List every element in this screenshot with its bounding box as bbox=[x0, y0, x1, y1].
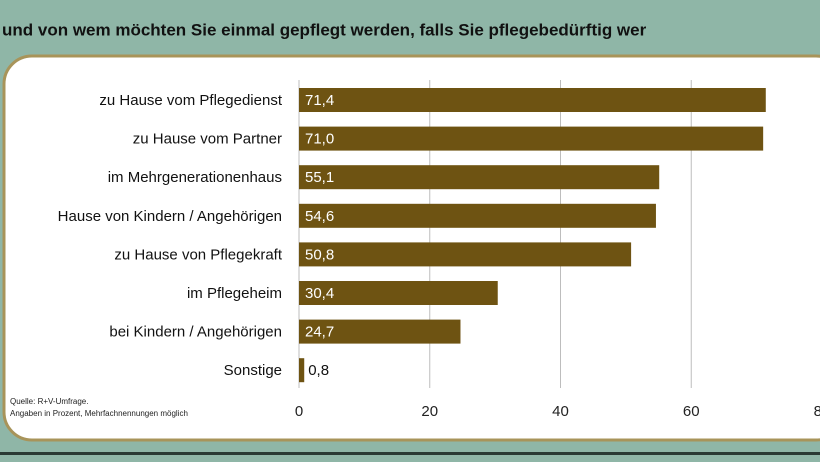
value-label: 71,0 bbox=[305, 131, 334, 148]
x-tick-label: 20 bbox=[421, 403, 438, 420]
y-tick-label: im Mehrgenerationenhaus bbox=[108, 169, 282, 186]
y-tick-label: bei Kindern / Angehörigen bbox=[109, 324, 282, 341]
bar bbox=[299, 242, 632, 267]
y-tick-label: Sonstige bbox=[224, 362, 282, 379]
value-label: 71,4 bbox=[305, 92, 334, 109]
bar bbox=[299, 203, 656, 228]
value-label: 54,6 bbox=[305, 208, 334, 225]
x-tick-label: 0 bbox=[295, 403, 303, 420]
chart-title: und von wem möchten Sie einmal gepflegt … bbox=[2, 20, 647, 39]
bar bbox=[299, 126, 764, 151]
bar bbox=[299, 165, 660, 190]
bar bbox=[299, 88, 766, 112]
y-tick-label: Hause von Kindern / Angehörigen bbox=[58, 208, 282, 225]
bottom-rule bbox=[0, 452, 820, 455]
value-label: 0,8 bbox=[308, 362, 329, 379]
y-tick-label: im Pflegeheim bbox=[187, 285, 282, 302]
bar bbox=[299, 319, 461, 344]
x-tick-label: 40 bbox=[552, 403, 569, 420]
x-tick-label: 80 bbox=[814, 403, 820, 420]
value-label: 50,8 bbox=[305, 246, 334, 263]
y-tick-label: zu Hause vom Pflegedienst bbox=[99, 92, 282, 109]
x-tick-label: 60 bbox=[683, 403, 700, 420]
y-tick-label: zu Hause von Pflegekraft bbox=[114, 246, 282, 263]
bar bbox=[299, 281, 498, 305]
source-note: Quelle: R+V-Umfrage. bbox=[10, 397, 88, 406]
y-tick-label: zu Hause vom Partner bbox=[133, 131, 282, 148]
value-label: 55,1 bbox=[305, 169, 334, 186]
bar bbox=[299, 358, 305, 383]
footnote: Angaben in Prozent, Mehrfachnennungen mö… bbox=[10, 409, 188, 418]
value-label: 30,4 bbox=[305, 285, 334, 302]
value-label: 24,7 bbox=[305, 324, 334, 341]
